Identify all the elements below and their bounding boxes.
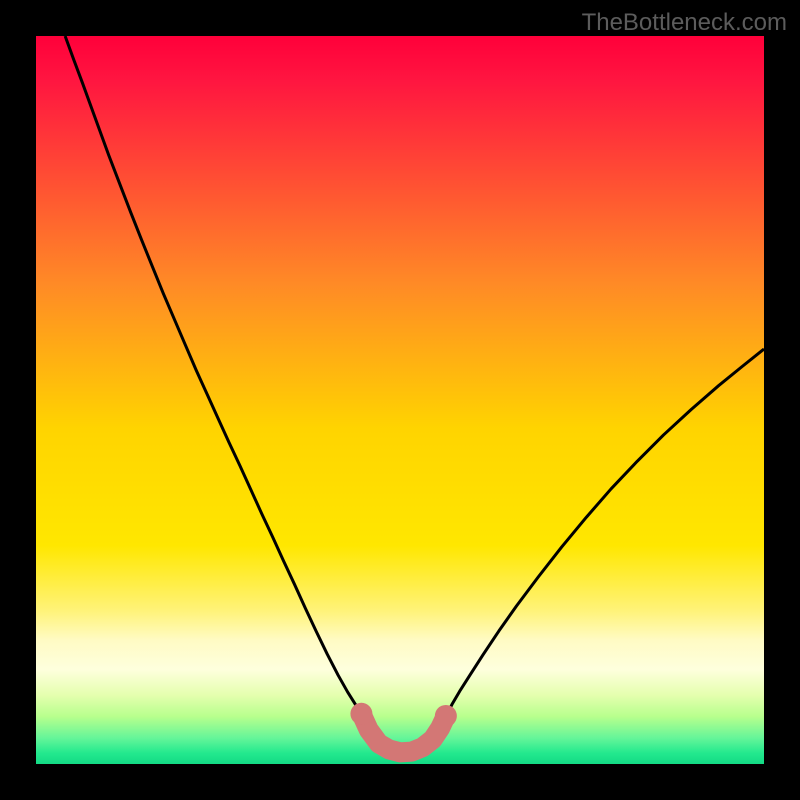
watermark-text: TheBottleneck.com: [582, 9, 787, 37]
bottleneck-chart: [36, 36, 764, 764]
highlight-end-marker: [435, 705, 457, 727]
highlight-start-marker: [350, 703, 372, 725]
chart-stage: TheBottleneck.com: [0, 0, 800, 800]
chart-background: [36, 36, 764, 764]
